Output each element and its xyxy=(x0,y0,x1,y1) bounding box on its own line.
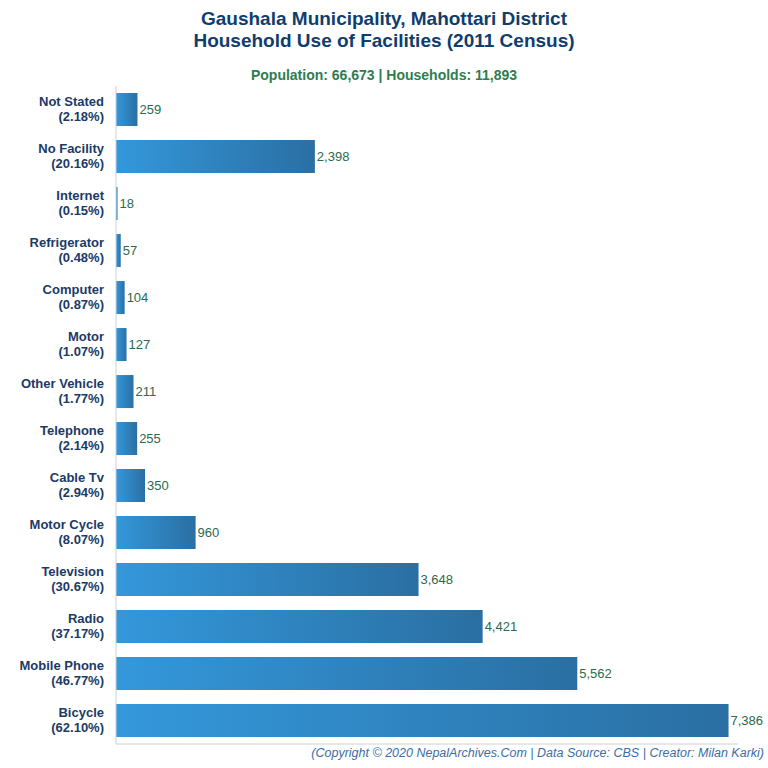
svg-text:Television(30.67%): Television(30.67%) xyxy=(41,564,104,594)
svg-text:Internet(0.15%): Internet(0.15%) xyxy=(56,188,104,218)
svg-text:Mobile Phone(46.77%): Mobile Phone(46.77%) xyxy=(20,658,105,688)
svg-text:960: 960 xyxy=(198,525,220,540)
html-text:Gaushala Municipality, Mahotta: Gaushala Municipality, Mahottari Distric… xyxy=(201,8,567,29)
svg-text:255: 255 xyxy=(139,431,161,446)
svg-text:Telephone(2.14%): Telephone(2.14%) xyxy=(40,423,104,453)
html-text:(Copyright © 2020 NepalArchive: (Copyright © 2020 NepalArchives.Com | Da… xyxy=(311,746,764,760)
svg-text:Bicycle(62.10%): Bicycle(62.10%) xyxy=(51,705,104,735)
svg-text:Not Stated(2.18%): Not Stated(2.18%) xyxy=(39,94,104,124)
svg-text:Refrigerator(0.48%): Refrigerator(0.48%) xyxy=(30,235,104,265)
svg-text:Motor Cycle(8.07%): Motor Cycle(8.07%) xyxy=(30,517,104,547)
svg-text:Motor(1.07%): Motor(1.07%) xyxy=(58,329,104,359)
svg-text:57: 57 xyxy=(123,243,137,258)
svg-text:4,421: 4,421 xyxy=(485,619,518,634)
svg-text:18: 18 xyxy=(119,196,133,211)
svg-text:No Facility(20.16%): No Facility(20.16%) xyxy=(38,141,105,171)
svg-text:Computer(0.87%): Computer(0.87%) xyxy=(43,282,104,312)
svg-text:2,398: 2,398 xyxy=(317,149,350,164)
svg-text:104: 104 xyxy=(127,290,149,305)
svg-text:3,648: 3,648 xyxy=(421,572,454,587)
svg-text:211: 211 xyxy=(135,384,156,399)
svg-text:127: 127 xyxy=(129,337,151,352)
svg-text:Other Vehicle(1.77%): Other Vehicle(1.77%) xyxy=(21,376,104,406)
html-text:Household Use of Facilities (2: Household Use of Facilities (2011 Census… xyxy=(193,30,575,51)
svg-text:259: 259 xyxy=(139,102,161,117)
html-text:Population: 66,673 | Household: Population: 66,673 | Households: 11,893 xyxy=(250,67,517,83)
svg-text:7,386: 7,386 xyxy=(731,713,760,728)
svg-text:Cable Tv(2.94%): Cable Tv(2.94%) xyxy=(50,470,105,500)
svg-text:Radio(37.17%): Radio(37.17%) xyxy=(51,611,104,641)
svg-text:350: 350 xyxy=(147,478,169,493)
svg-text:5,562: 5,562 xyxy=(579,666,612,681)
